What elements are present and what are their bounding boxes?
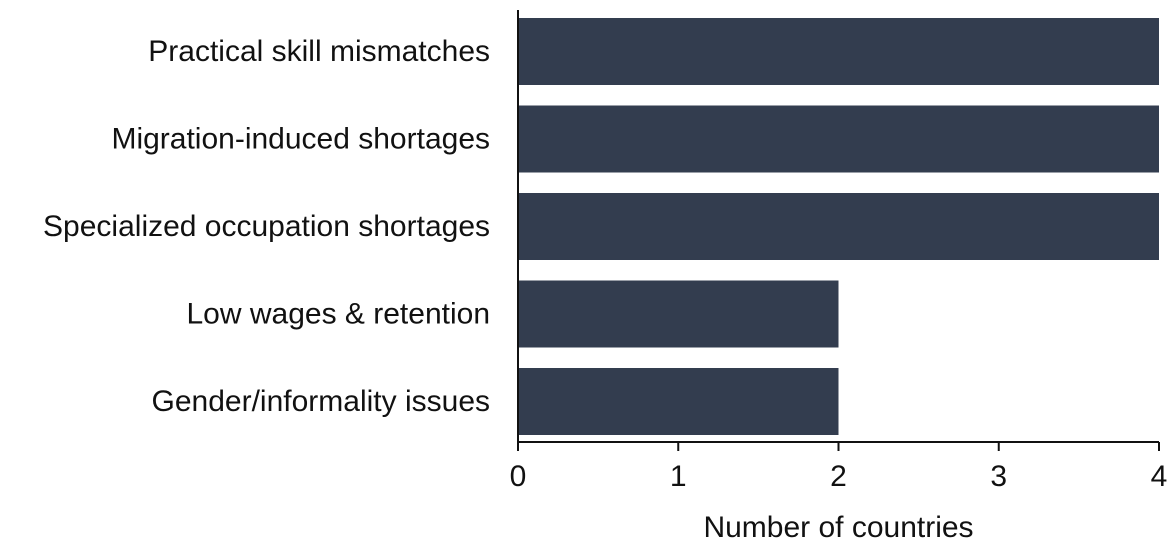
bar-5: [518, 368, 839, 435]
bars-group: [518, 18, 1159, 435]
bar-2: [518, 105, 1159, 173]
bar-4: [518, 280, 839, 348]
bar-1: [518, 18, 1159, 85]
category-label: Low wages & retention: [186, 298, 490, 331]
x-tick-label: 4: [1151, 460, 1168, 493]
category-labels: Practical skill mismatches Migration-indu…: [43, 35, 490, 418]
bar-3: [518, 193, 1159, 260]
category-label: Specialized occupation shortages: [43, 210, 490, 243]
x-tick-label: 2: [830, 460, 847, 493]
category-label: Practical skill mismatches: [148, 35, 490, 68]
category-label: Migration-induced shortages: [111, 123, 490, 156]
x-tick-label: 3: [990, 460, 1007, 493]
x-axis-ticks: 0 1 2 3 4: [510, 442, 1168, 493]
x-tick-label: 0: [510, 460, 527, 493]
x-axis-title: Number of countries: [703, 511, 973, 544]
category-label: Gender/informality issues: [152, 385, 490, 418]
x-tick-label: 1: [670, 460, 687, 493]
